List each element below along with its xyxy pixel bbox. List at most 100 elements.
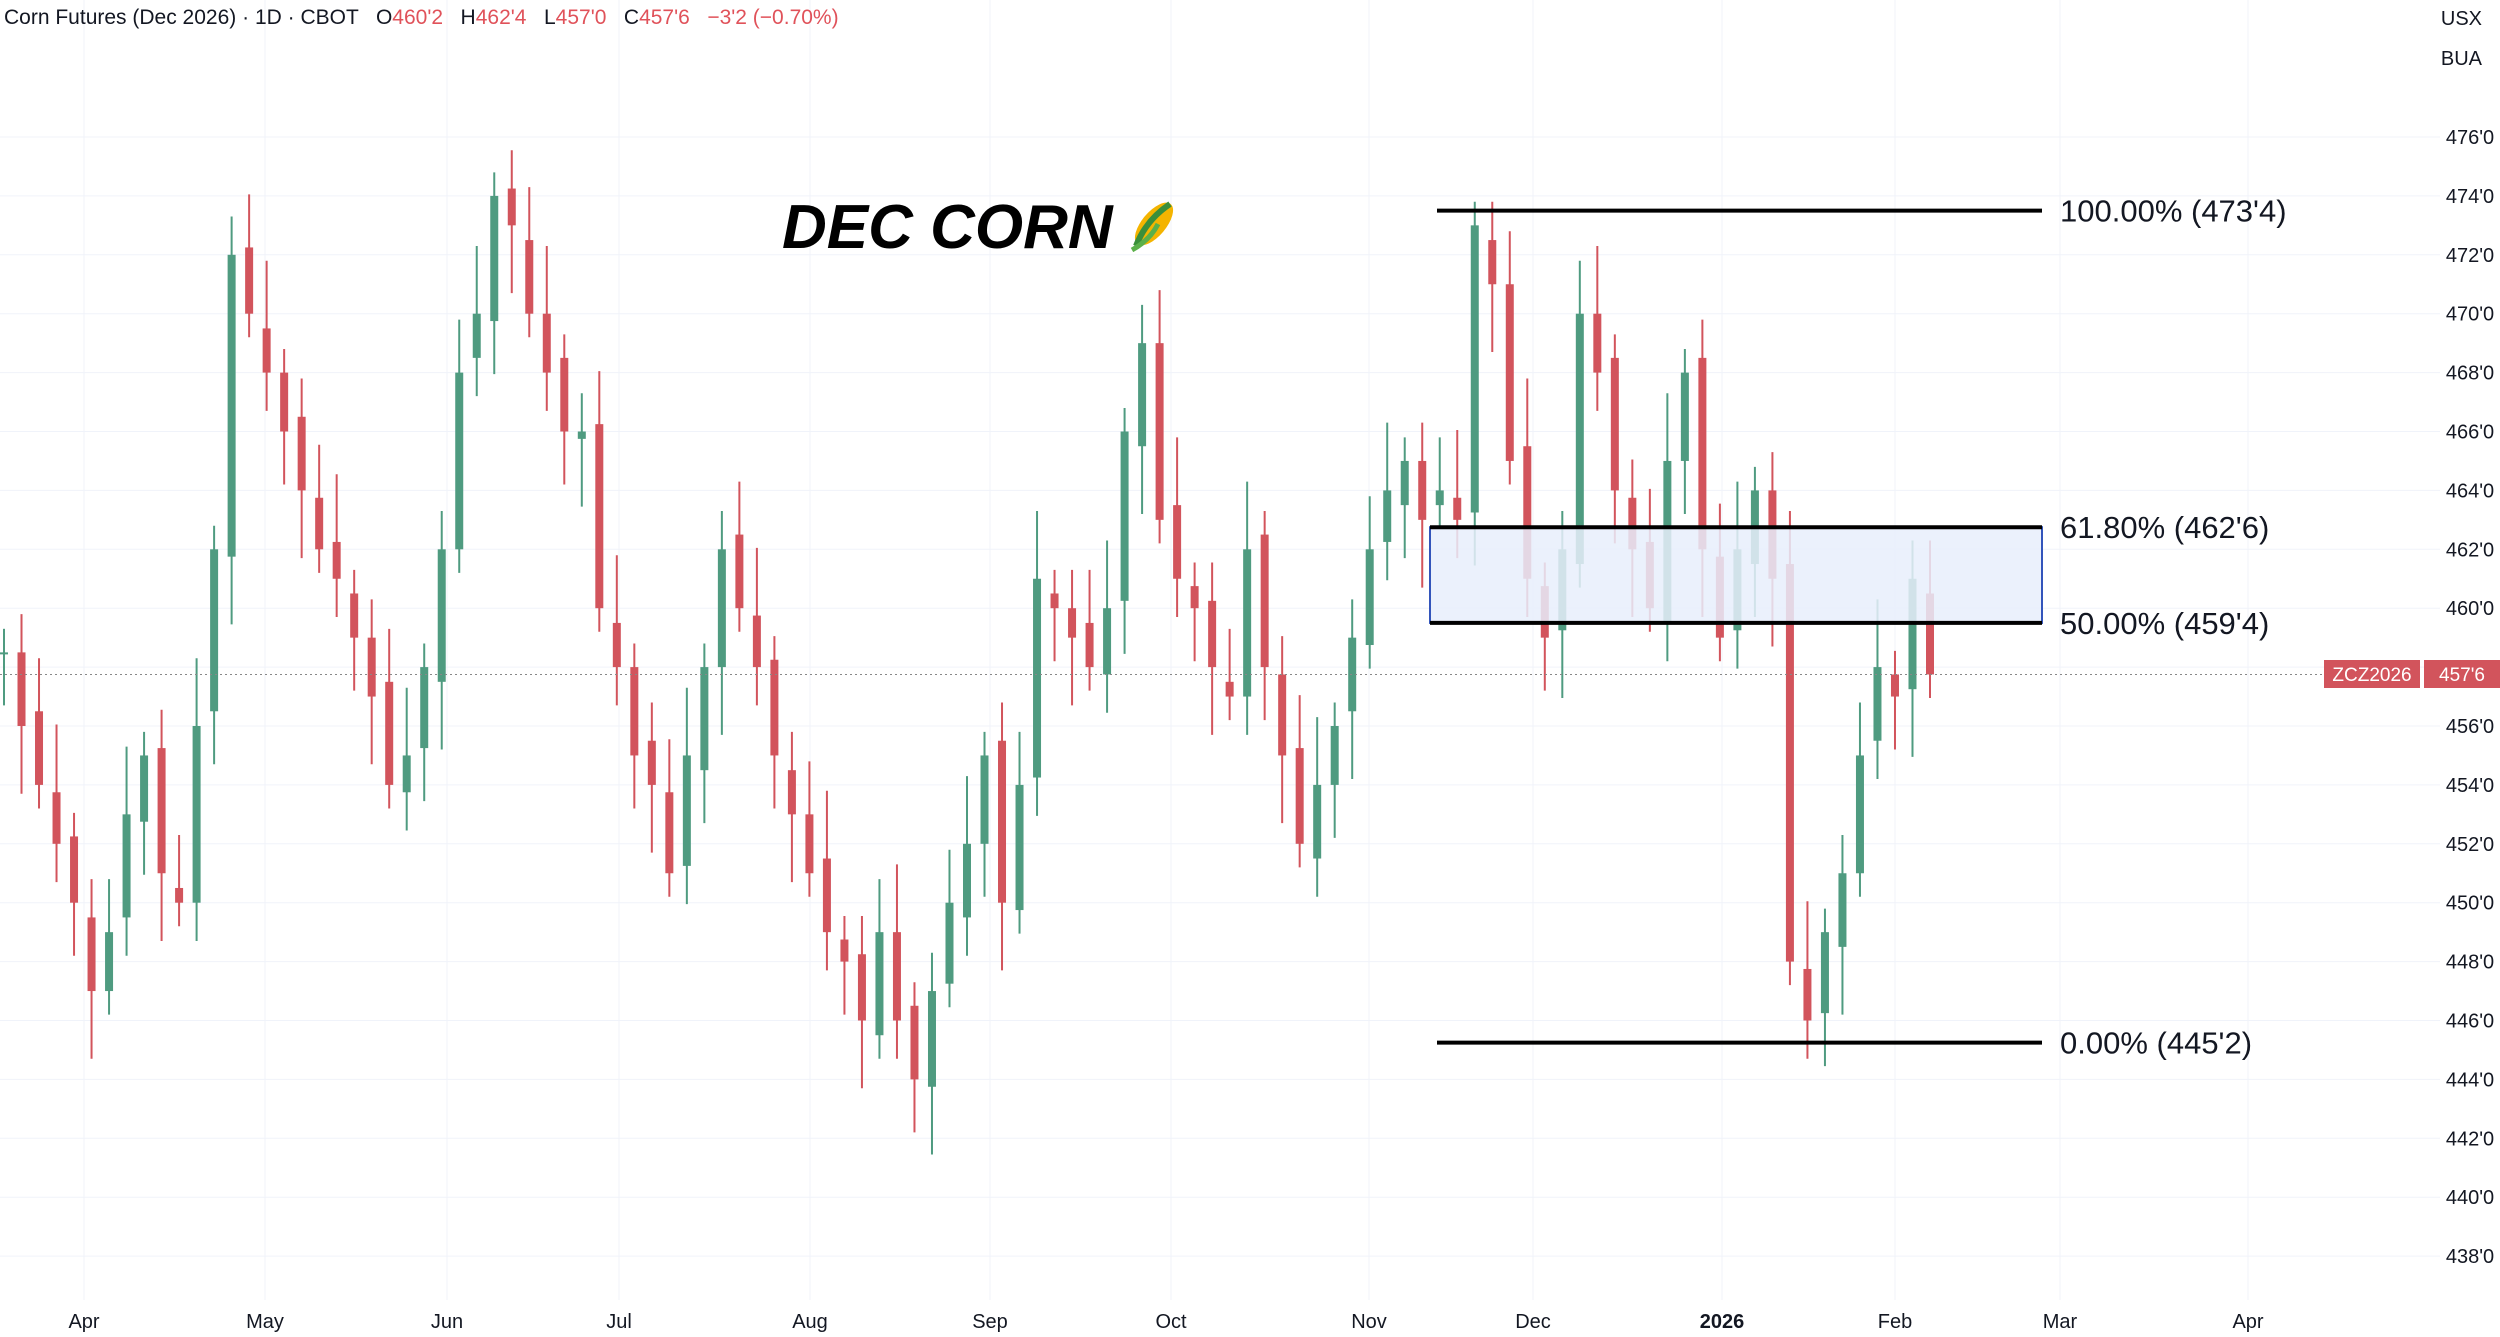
close-value: 457'6 (639, 6, 690, 29)
candle (70, 812, 79, 956)
x-tick-label: Apr (2232, 1311, 2263, 1333)
fib-retracement[interactable]: 100.00% (473'4) 61.80% (462'6) 50.00% (459… (1429, 194, 2287, 1061)
candle (560, 334, 569, 485)
candle (1505, 231, 1514, 485)
candle (1435, 437, 1444, 529)
candle (525, 187, 534, 338)
candle (998, 702, 1007, 971)
candle (1855, 702, 1864, 897)
chart-title: DEC CORN (782, 193, 1174, 262)
candle (0, 628, 8, 706)
y-tick-label: 442'0 (2446, 1128, 2494, 1150)
y-tick-label: 464'0 (2446, 480, 2494, 502)
candle (927, 952, 936, 1155)
y-tick-label: 446'0 (2446, 1011, 2494, 1033)
candle (787, 731, 796, 883)
x-tick-label: Apr (68, 1311, 99, 1333)
candle (332, 474, 341, 618)
candle (105, 879, 114, 1015)
y-tick-label: 456'0 (2446, 716, 2494, 738)
y-tick-label: 462'0 (2446, 539, 2494, 561)
candle (1190, 562, 1199, 662)
candle (315, 444, 324, 573)
candle (1365, 496, 1374, 669)
x-tick-label: 2026 (1700, 1311, 1745, 1333)
candle (630, 643, 639, 809)
x-tick-label: Nov (1351, 1311, 1387, 1333)
open-label: O (375, 6, 393, 29)
candle (980, 731, 989, 897)
candle (210, 525, 219, 765)
candle (1120, 407, 1129, 654)
interval[interactable]: 1D (254, 6, 282, 29)
candle (1400, 437, 1409, 559)
currency-unit[interactable]: USX (2440, 8, 2482, 30)
candle (1243, 481, 1252, 735)
candle (262, 260, 271, 411)
x-tick-label: Mar (2043, 1311, 2078, 1333)
symbol-name[interactable]: Corn Futures (Dec 2026) (4, 6, 237, 29)
candle (227, 216, 236, 625)
symbol-legend[interactable]: Corn Futures (Dec 2026) · 1D · CBOT O460… (4, 6, 839, 29)
candle (507, 150, 516, 294)
corn-emoji-icon (1130, 201, 1174, 253)
y-tick-label: 470'0 (2446, 304, 2494, 326)
y-tick-label: 468'0 (2446, 363, 2494, 385)
y-tick-label: 438'0 (2446, 1246, 2494, 1268)
candle (1155, 290, 1164, 544)
candle (875, 879, 884, 1059)
candle (595, 371, 604, 632)
high-value: 462'4 (475, 6, 527, 29)
y-tick-label: 474'0 (2446, 186, 2494, 208)
candle (472, 245, 481, 397)
candle (1313, 717, 1322, 897)
candle (1820, 908, 1829, 1067)
x-tick-label: Oct (1155, 1311, 1187, 1333)
x-tick-label: Jul (606, 1311, 632, 1333)
candle (752, 547, 761, 706)
candle (665, 739, 674, 897)
candle (1890, 650, 1899, 750)
candle (35, 658, 44, 809)
candle (1610, 334, 1619, 544)
x-tick-label: May (246, 1311, 284, 1333)
candle (542, 245, 551, 411)
candle (857, 915, 866, 1089)
candle (385, 628, 394, 809)
fib-level-label: 100.00% (473'4) (2060, 194, 2287, 229)
candle (577, 393, 586, 507)
candle (612, 555, 621, 706)
y-tick-label: 476'0 (2446, 127, 2494, 149)
candle (192, 658, 201, 941)
candle (245, 194, 254, 338)
low-label: L (543, 6, 556, 29)
candle (1348, 599, 1357, 780)
candle (280, 349, 289, 485)
candle (367, 599, 376, 765)
price-tag: ZCZ2026 457'6 (2324, 660, 2500, 688)
candle (805, 761, 814, 897)
x-tick-label: Jun (431, 1311, 463, 1333)
x-tick-label: Aug (792, 1311, 828, 1333)
candle (1383, 422, 1392, 581)
candle (945, 849, 954, 1008)
time-axis[interactable]: Apr May Jun Jul Aug Sep Oct Nov Dec 2026 Feb Mar Apr (68, 1311, 2263, 1333)
candle (717, 511, 726, 735)
y-tick-label: 444'0 (2446, 1069, 2494, 1091)
change-value: −3'2 (−0.70%) (707, 6, 839, 29)
y-tick-label: 440'0 (2446, 1187, 2494, 1209)
price-axis[interactable]: 476'0 474'0 472'0 470'0 468'0 466'0 464'0 462'0… (2446, 127, 2494, 1268)
candle (963, 776, 971, 956)
candle (490, 172, 499, 375)
low-value: 457'0 (555, 6, 607, 29)
candle (175, 834, 184, 927)
candle (1838, 834, 1847, 1015)
candle (1680, 349, 1689, 514)
candle (1085, 569, 1094, 691)
candle (770, 636, 779, 809)
fib-level-label: 50.00% (459'4) (2060, 606, 2269, 641)
quantity-unit[interactable]: BUA (2440, 48, 2482, 70)
x-tick-label: Feb (1878, 1311, 1912, 1333)
y-tick-label: 460'0 (2446, 598, 2494, 620)
